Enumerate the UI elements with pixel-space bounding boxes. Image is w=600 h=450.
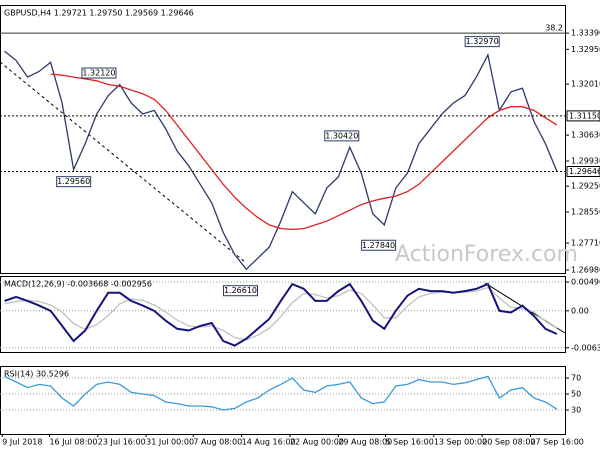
y-tick-label: 1.29250 [571, 182, 600, 191]
x-tick-label: 22 Aug 00:00 [290, 438, 344, 447]
annotation-box [222, 285, 258, 297]
x-tick-label: 14 Aug 16:00 [242, 438, 296, 447]
x-tick-label: 31 Jul 00:00 [146, 438, 194, 447]
fib-label: 38.2 [545, 24, 563, 33]
x-tick-label: 9 Jul 2018 [2, 438, 42, 447]
y-tick-label: 1.27710 [571, 239, 600, 248]
annotation-label: 1.26610 [224, 286, 257, 295]
y-tick-label: 70 [571, 374, 581, 383]
series-line [50, 73, 558, 231]
y-tick-label: 0.004968 [571, 277, 600, 286]
annotation-box [464, 36, 500, 48]
rsi-panel [0, 366, 566, 435]
panel-title: GBPUSD,H4 1.29721 1.29750 1.29569 1.2964… [4, 9, 194, 18]
x-tick-label: 13 Sep 00:00 [434, 438, 487, 447]
x-tick-label: 29 Aug 08:00 [338, 438, 392, 447]
annotation-label: 1.27840 [362, 241, 395, 250]
trend-line [0, 61, 246, 263]
annotation-box [361, 239, 397, 251]
annotation-label: 1.30420 [325, 131, 358, 140]
level-box [566, 165, 600, 177]
y-tick-label: 50 [571, 390, 581, 399]
y-tick-label: 0.00 [571, 306, 589, 315]
y-tick-label: 1.30630 [571, 131, 600, 140]
series-line [4, 286, 558, 341]
series-line [4, 282, 558, 347]
level-label: 1.31150 [569, 111, 600, 120]
annotation-box [81, 67, 117, 79]
level-label: 1.29646 [569, 167, 600, 176]
x-tick-label: 23 Jul 16:00 [98, 438, 146, 447]
y-tick-label: 1.33390 [571, 29, 600, 38]
x-tick-label: 7 Aug 08:00 [193, 438, 242, 447]
x-tick-label: 20 Sep 08:00 [482, 438, 535, 447]
level-box [566, 110, 600, 122]
x-tick-label: 5 Sep 16:00 [385, 438, 433, 447]
x-tick-label: 16 Jul 08:00 [49, 438, 97, 447]
x-tick-label: 27 Sep 16:00 [530, 438, 583, 447]
watermark: ActionForex.com [395, 242, 578, 267]
y-tick-label: -0.006372 [571, 343, 600, 352]
panel-title: MACD(12,26,9) -0.003668 -0.002956 [4, 280, 152, 289]
y-tick-label: 1.26980 [571, 266, 600, 275]
y-tick-label: 30 [571, 406, 581, 415]
main-panel [0, 5, 566, 274]
annotation-label: 1.29560 [57, 177, 90, 186]
y-tick-label: 1.28550 [571, 208, 600, 217]
y-tick-label: 1.29930 [571, 156, 600, 165]
annotation-label: 1.32120 [82, 69, 115, 78]
y-tick-label: 1.32950 [571, 45, 600, 54]
annotation-box [56, 176, 92, 188]
series-line [4, 375, 558, 411]
annotation-label: 1.32970 [466, 37, 499, 46]
macd-panel [0, 276, 566, 353]
annotation-box [324, 130, 360, 142]
y-tick-label: 1.32010 [571, 80, 600, 89]
series-line [4, 50, 558, 271]
panel-title: RSI(14) 30.5296 [4, 370, 69, 379]
